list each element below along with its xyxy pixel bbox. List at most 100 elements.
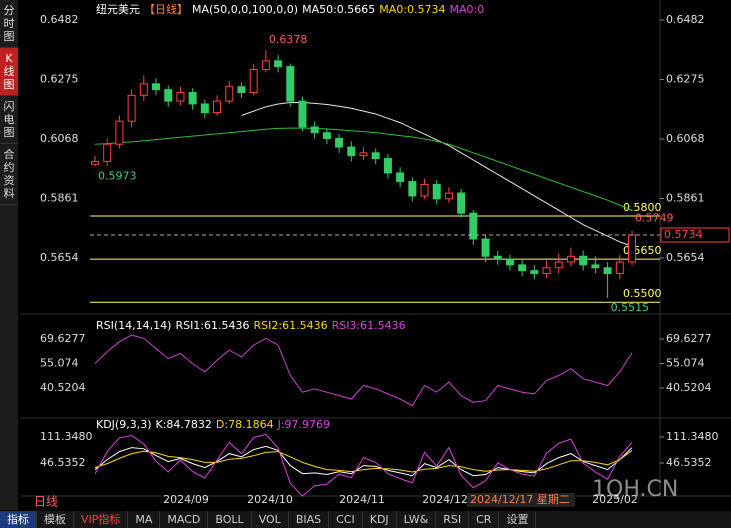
candle-body — [176, 91, 185, 102]
x-tick-label: 2024/12 — [422, 493, 468, 506]
candle-body — [139, 83, 148, 96]
series-line — [94, 127, 633, 211]
toolbar-tab[interactable]: 模板 — [37, 511, 74, 528]
panel-header: RSI(14,14,14) RSI1:61.5436 RSI2:61.5436 RSI… — [96, 319, 406, 332]
toolbar-tab[interactable]: 指标 — [0, 511, 37, 528]
side-tab[interactable]: 闪电图 — [0, 96, 18, 144]
y-tick-label: 46.5352 — [666, 456, 712, 469]
x-tick-label: 2024/11 — [339, 493, 385, 506]
y-tick-label: 0.6275 — [666, 73, 705, 86]
y-tick-label: 69.6277 — [40, 332, 86, 345]
candle-body — [554, 261, 563, 269]
panel-header: 纽元美元 【日线】 MA(50,0,0,100,0,0) MA50:0.5665 MA0… — [96, 2, 484, 16]
last-price-label: 0.5734 — [664, 228, 703, 241]
candle-body — [530, 270, 539, 275]
last-price-box — [660, 227, 730, 243]
toolbar-tab[interactable]: VIP指标 — [74, 511, 129, 528]
candle-body — [628, 234, 636, 263]
candle-body — [213, 100, 222, 114]
series-line — [94, 445, 633, 477]
toolbar-tab[interactable]: VOL — [252, 511, 289, 528]
candle-body — [603, 267, 612, 275]
chart-title: KDJ(9,3,3) — [96, 418, 152, 431]
candle-body — [91, 160, 99, 165]
y-tick-label: 0.6275 — [40, 73, 79, 86]
candle-body — [615, 261, 624, 275]
candle-body — [396, 172, 405, 183]
candle-body — [188, 91, 197, 105]
cursor-date-box — [467, 493, 575, 507]
legend-entry: RSI1:61.5436 — [175, 319, 249, 332]
legend-entry: MA50:0.5665 — [302, 3, 375, 16]
chart-title: 纽元美元 — [96, 2, 140, 16]
side-tab[interactable]: 合约资料 — [0, 144, 18, 205]
candle-body — [493, 255, 502, 260]
candle-body — [481, 238, 490, 257]
candle-body — [225, 86, 234, 102]
toolbar-tab[interactable]: LW& — [397, 511, 437, 528]
chart-title: RSI(14,14,14) — [96, 319, 171, 332]
candle-body — [505, 258, 514, 266]
candle-body — [566, 255, 575, 263]
candle-body — [200, 103, 209, 114]
candle-body — [298, 100, 307, 128]
y-tick-label: 0.5861 — [40, 192, 79, 205]
candle-body — [408, 181, 417, 197]
toolbar-tab[interactable]: CR — [469, 511, 500, 528]
toolbar-tab[interactable]: BIAS — [289, 511, 330, 528]
candle-body — [457, 192, 466, 214]
candle-body — [322, 132, 331, 139]
candle-body — [432, 183, 441, 200]
candle-body — [371, 152, 380, 160]
toolbar-tab[interactable]: MACD — [160, 511, 209, 528]
watermark: 1QH.CN — [592, 477, 678, 502]
candle-body — [383, 158, 392, 174]
y-tick-label: 55.074 — [666, 357, 705, 370]
series-line — [94, 334, 633, 407]
toolbar-tab[interactable]: BOLL — [208, 511, 252, 528]
legend-entry: RSI2:61.5436 — [254, 319, 328, 332]
y-tick-label: 40.5204 — [40, 381, 86, 394]
candle-body — [115, 120, 124, 145]
toolbar-tab[interactable]: RSI — [436, 511, 470, 528]
chart: 0.6482 0.6482 0.6275 0.6275 0.6068 0.6068 0.58… — [20, 0, 731, 509]
y-tick-label: 0.6068 — [666, 132, 705, 145]
period: 【日线】 — [144, 2, 188, 16]
cursor-date: 2024/12/17 星期二 — [470, 493, 570, 506]
candle-body — [127, 94, 136, 122]
legend-entry: RSI3:61.5436 — [332, 319, 406, 332]
price-annotation: 0.6378 — [269, 33, 308, 46]
price-annotation: 0.5515 — [611, 301, 650, 314]
candle-body — [542, 267, 551, 275]
side-tab[interactable]: 分时图 — [0, 0, 18, 48]
y-tick-label: 0.6482 — [666, 13, 705, 26]
level-label: 0.5500 — [623, 287, 662, 300]
y-tick-label: 40.5204 — [666, 381, 712, 394]
y-tick-label: 69.6277 — [666, 332, 712, 345]
y-tick-label: 0.5861 — [666, 192, 705, 205]
toolbar-tab[interactable]: KDJ — [363, 511, 397, 528]
price-annotation: 0.5973 — [98, 169, 137, 182]
toolbar: 指标 模板 VIP指标 MA MACD BOLL VOL BIAS CCI KDJ LW& RSI CR… — [0, 511, 731, 528]
y-tick-label: 111.3480 — [40, 430, 93, 443]
sidebar: 分时图 K线图 闪电图 合约资料 — [0, 0, 18, 510]
candle-body — [591, 264, 600, 269]
indicator: MA(50,0,0,100,0,0) — [192, 3, 298, 16]
y-tick-label: 0.5654 — [40, 251, 79, 264]
candle-body — [152, 83, 161, 91]
candle-body — [347, 146, 356, 157]
status-label: 日线 — [34, 495, 58, 509]
series-line — [94, 433, 633, 497]
toolbar-tab[interactable]: MA — [128, 511, 161, 528]
level-label: 0.5800 — [623, 201, 662, 214]
y-tick-label: 46.5352 — [40, 456, 86, 469]
toolbar-tab[interactable]: 设置 — [499, 511, 537, 528]
series-line — [94, 449, 633, 473]
y-tick-label: 0.5654 — [666, 251, 705, 264]
toolbar-tab[interactable]: CCI — [329, 511, 363, 528]
candle-body — [274, 60, 283, 68]
legend-entry: D:78.1864 — [216, 418, 274, 431]
side-tab[interactable]: K线图 — [0, 48, 18, 96]
y-tick-label: 111.3480 — [666, 430, 719, 443]
